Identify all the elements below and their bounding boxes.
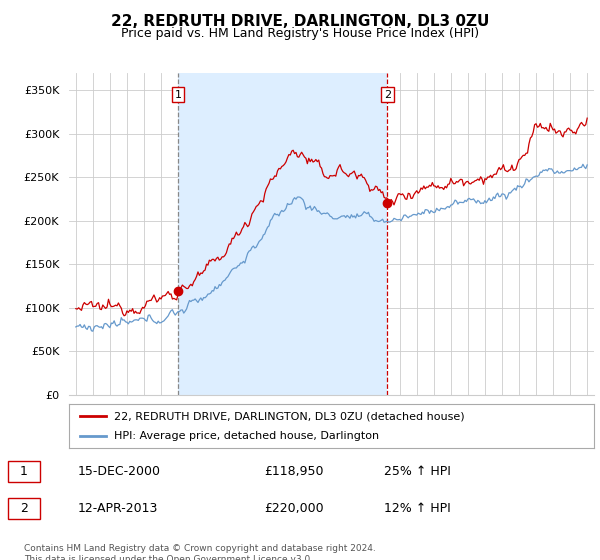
Text: 15-DEC-2000: 15-DEC-2000 (78, 465, 161, 478)
Text: 22, REDRUTH DRIVE, DARLINGTON, DL3 0ZU: 22, REDRUTH DRIVE, DARLINGTON, DL3 0ZU (111, 14, 489, 29)
Text: 2: 2 (20, 502, 28, 515)
Text: 22, REDRUTH DRIVE, DARLINGTON, DL3 0ZU (detached house): 22, REDRUTH DRIVE, DARLINGTON, DL3 0ZU (… (113, 411, 464, 421)
Text: 2: 2 (384, 90, 391, 100)
Text: 12% ↑ HPI: 12% ↑ HPI (384, 502, 451, 515)
Text: £118,950: £118,950 (264, 465, 323, 478)
Text: 1: 1 (175, 90, 182, 100)
Text: Price paid vs. HM Land Registry's House Price Index (HPI): Price paid vs. HM Land Registry's House … (121, 27, 479, 40)
Text: 1: 1 (20, 465, 28, 478)
Text: Contains HM Land Registry data © Crown copyright and database right 2024.
This d: Contains HM Land Registry data © Crown c… (24, 544, 376, 560)
Text: £220,000: £220,000 (264, 502, 323, 515)
Text: 25% ↑ HPI: 25% ↑ HPI (384, 465, 451, 478)
Text: 12-APR-2013: 12-APR-2013 (78, 502, 158, 515)
Text: HPI: Average price, detached house, Darlington: HPI: Average price, detached house, Darl… (113, 431, 379, 441)
Bar (178, 73, 388, 395)
